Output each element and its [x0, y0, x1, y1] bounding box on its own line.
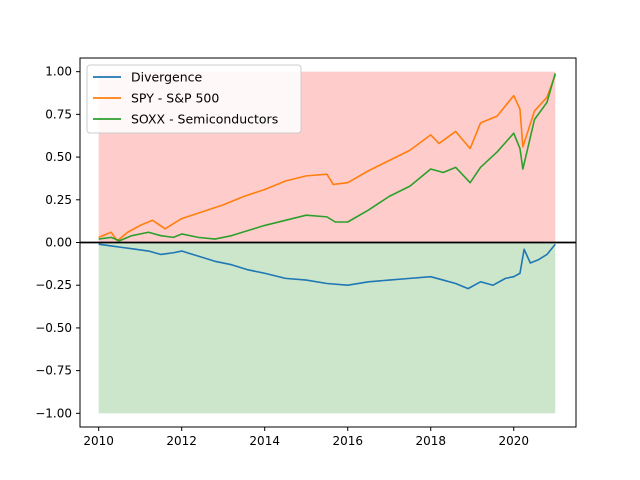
y-tick-label: −1.00	[35, 406, 72, 420]
legend-label-2: SOXX - Semiconductors	[131, 112, 278, 127]
x-tick-label: 2018	[415, 434, 446, 448]
series-line-2	[98, 73, 557, 242]
x-axis: 2010 2012 2014 2016 2018 2020	[83, 427, 529, 448]
legend-box	[86, 64, 302, 134]
band-1	[98, 242, 556, 414]
y-tick-label: −0.25	[35, 278, 72, 292]
x-tick-label: 2014	[249, 434, 280, 448]
legend-label-1: SPY - S&P 500	[131, 91, 219, 106]
bands-layer	[98, 71, 556, 414]
y-tick-label: −0.50	[35, 321, 72, 335]
y-axis: −1.00 −0.75 −0.50 −0.25 0.00 0.25 0.50 0.75 1.00	[35, 65, 80, 420]
x-tick-label: 2020	[498, 434, 529, 448]
legend: Divergence SPY - S&P 500 SOXX - Semiconduc…	[86, 64, 302, 134]
y-tick-label: −0.75	[35, 364, 72, 378]
series-line-0	[98, 243, 556, 290]
y-tick-label: 0.75	[45, 107, 72, 121]
legend-label-0: Divergence	[131, 70, 203, 85]
y-tick-label: 0.50	[45, 150, 72, 164]
series-layer	[98, 73, 557, 290]
x-tick-label: 2010	[83, 434, 114, 448]
series-line-1	[98, 74, 556, 242]
y-tick-label: 0.25	[45, 193, 72, 207]
x-tick-label: 2012	[166, 434, 197, 448]
y-tick-label: 1.00	[45, 65, 72, 79]
y-tick-label: 0.00	[45, 236, 72, 250]
x-tick-label: 2016	[332, 434, 363, 448]
